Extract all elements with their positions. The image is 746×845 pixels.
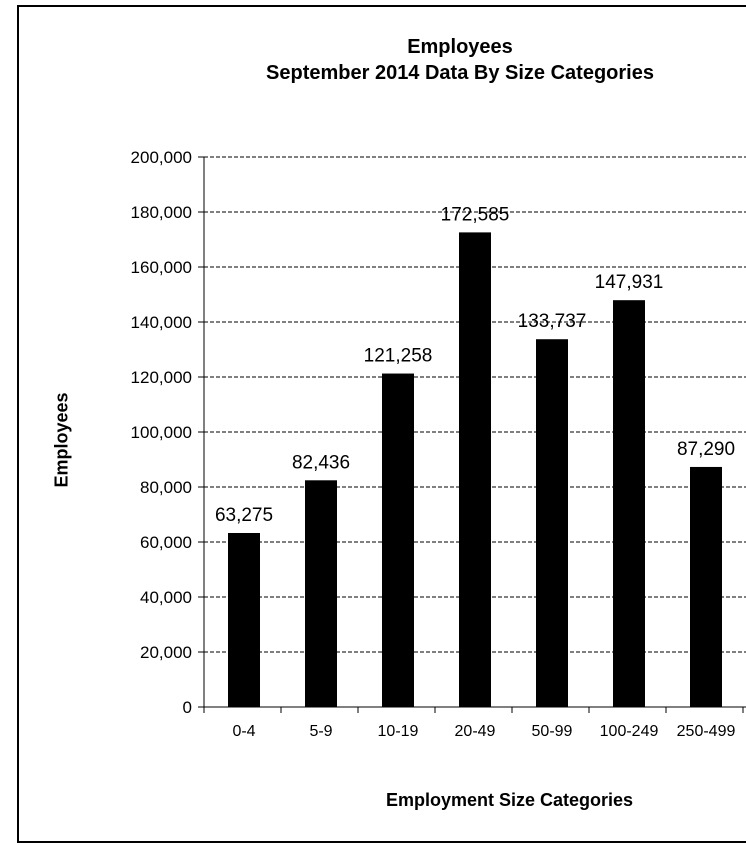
data-label: 63,275 xyxy=(215,505,273,526)
x-tick-label: 20-49 xyxy=(455,723,496,740)
bar-50-99 xyxy=(536,339,568,707)
y-tick-label: 180,000 xyxy=(131,203,192,222)
data-label: 133,737 xyxy=(518,311,587,332)
y-tick-label: 160,000 xyxy=(131,258,192,277)
x-tick-label: 250-499 xyxy=(677,723,736,740)
bar-20-49 xyxy=(459,232,491,708)
x-tick-label: 50-99 xyxy=(532,723,573,740)
y-tick-label: 20,000 xyxy=(140,643,192,662)
data-label: 147,931 xyxy=(595,272,664,293)
y-tick-label: 100,000 xyxy=(131,423,192,442)
x-tick-label: 5-9 xyxy=(309,723,332,740)
bar-5-9 xyxy=(305,480,337,707)
x-tick-label: 10-19 xyxy=(378,723,419,740)
chart-title: Employees xyxy=(407,36,513,58)
data-label: 172,585 xyxy=(441,204,510,225)
y-tick-label: 60,000 xyxy=(140,533,192,552)
x-axis-label: Employment Size Categories xyxy=(386,790,634,810)
bar-100-249 xyxy=(613,300,645,707)
x-tick-label: 100-249 xyxy=(600,723,659,740)
x-tick-label: 0-4 xyxy=(232,723,255,740)
chart-subtitle: September 2014 Data By Size Categories xyxy=(266,62,654,84)
chart-frame xyxy=(17,5,746,843)
bar-250-499 xyxy=(690,466,722,707)
y-tick-label: 120,000 xyxy=(131,368,192,387)
bar-10-19 xyxy=(382,373,414,707)
y-tick-label: 40,000 xyxy=(140,588,192,607)
bar-0-4 xyxy=(228,532,260,707)
y-tick-label: 80,000 xyxy=(140,478,192,497)
y-tick-label: 200,000 xyxy=(131,148,192,167)
data-label: 82,436 xyxy=(292,452,350,473)
data-label: 121,258 xyxy=(364,346,433,367)
data-label: 87,290 xyxy=(677,439,735,460)
y-tick-label: 140,000 xyxy=(131,313,192,332)
y-tick-label: 0 xyxy=(183,698,192,717)
